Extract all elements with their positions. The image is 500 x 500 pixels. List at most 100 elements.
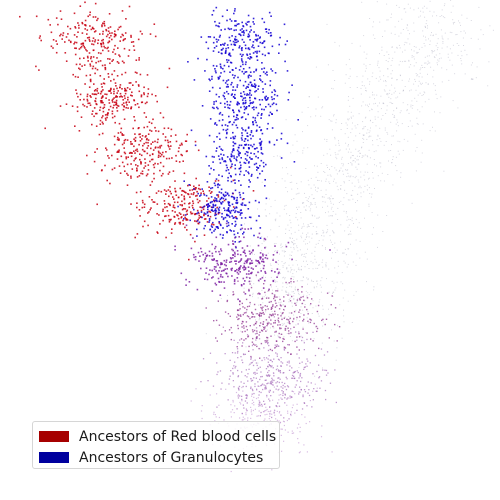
cell-point — [261, 236, 263, 238]
cell-point — [229, 166, 232, 169]
cell-point — [230, 404, 232, 406]
cell-point — [348, 77, 350, 79]
cell-point — [306, 405, 308, 407]
cell-point — [256, 313, 258, 315]
cell-point — [220, 224, 222, 227]
cell-point — [214, 197, 216, 199]
cell-point — [409, 33, 410, 35]
cell-point — [424, 101, 426, 103]
cell-point — [301, 408, 304, 410]
cell-point — [108, 102, 111, 104]
cell-point — [136, 202, 138, 204]
cell-point — [205, 255, 208, 257]
cell-point — [268, 355, 270, 357]
cell-point — [464, 49, 466, 51]
cell-point — [256, 52, 258, 54]
cell-point — [446, 46, 448, 48]
cell-point — [217, 39, 220, 41]
cell-point — [167, 127, 170, 129]
cell-point — [284, 329, 287, 331]
cell-point — [359, 240, 361, 242]
cell-point — [147, 224, 149, 227]
cell-point — [165, 236, 167, 239]
cell-point — [93, 160, 96, 163]
cell-point — [332, 230, 334, 232]
cell-point — [249, 56, 252, 58]
cell-point — [329, 198, 331, 200]
cell-point — [277, 250, 279, 252]
cell-point — [184, 208, 187, 210]
cell-point — [291, 269, 293, 270]
cell-point — [413, 50, 415, 52]
cell-point — [293, 198, 295, 200]
cell-point — [307, 225, 309, 227]
cell-point — [275, 182, 277, 183]
cell-point — [137, 38, 140, 41]
cell-point — [324, 369, 326, 371]
cell-point — [79, 68, 81, 71]
cell-point — [308, 394, 311, 397]
cell-point — [322, 201, 324, 203]
cell-point — [208, 78, 210, 80]
cell-point — [272, 383, 274, 385]
cell-point — [417, 94, 419, 96]
cell-point — [282, 282, 284, 284]
cell-point — [393, 116, 395, 118]
cell-point — [193, 208, 195, 211]
cell-point — [196, 198, 199, 201]
cell-point — [202, 253, 204, 256]
cell-point — [283, 440, 285, 442]
cell-point — [55, 17, 58, 19]
cell-point — [211, 252, 214, 255]
cell-point — [116, 151, 118, 153]
cell-point — [234, 41, 236, 44]
cell-point — [250, 175, 253, 177]
cell-point — [383, 75, 385, 77]
cell-point — [335, 119, 337, 121]
cell-point — [286, 142, 289, 145]
cell-point — [239, 271, 241, 273]
cell-point — [250, 158, 252, 160]
cell-point — [215, 416, 217, 418]
cell-point — [232, 196, 235, 199]
cell-point — [323, 196, 325, 198]
cell-point — [249, 99, 251, 102]
cell-point — [243, 198, 245, 200]
cell-point — [290, 246, 292, 248]
cell-point — [273, 93, 276, 96]
cell-point — [149, 208, 151, 211]
cell-point — [297, 291, 299, 293]
cell-point — [184, 191, 186, 193]
cell-point — [276, 381, 279, 383]
cell-point — [239, 196, 242, 199]
cell-point — [297, 250, 299, 252]
cell-point — [267, 341, 269, 344]
cell-point — [76, 110, 79, 113]
cell-point — [213, 230, 215, 232]
cell-point — [248, 270, 250, 272]
cell-point — [312, 390, 314, 392]
cell-point — [335, 156, 337, 158]
cell-point — [81, 32, 84, 34]
cell-point — [271, 307, 273, 310]
cell-point — [330, 208, 332, 210]
cell-point — [386, 19, 388, 21]
cell-point — [263, 165, 265, 168]
cell-point — [441, 9, 443, 11]
cell-point — [140, 101, 143, 104]
cell-point — [261, 53, 264, 56]
cell-point — [413, 83, 415, 85]
cell-point — [268, 398, 270, 400]
cell-point — [202, 190, 204, 192]
cell-point — [293, 248, 295, 250]
cell-point — [258, 232, 261, 235]
cell-point — [459, 22, 461, 24]
cell-point — [441, 37, 443, 39]
cell-point — [239, 79, 241, 82]
cell-point — [276, 353, 278, 355]
cell-point — [150, 130, 153, 132]
cell-point — [143, 93, 145, 96]
cell-point — [387, 133, 389, 135]
cell-point — [215, 266, 217, 268]
cell-point — [215, 199, 218, 202]
